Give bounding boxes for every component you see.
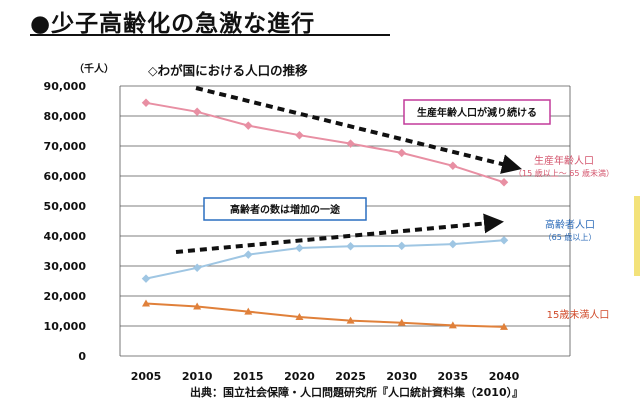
data-point	[244, 250, 253, 259]
data-point	[244, 307, 253, 315]
y-tick-label: 20,000	[44, 290, 87, 303]
series-label: 高齢者人口	[545, 218, 595, 231]
series-lines	[141, 98, 509, 330]
x-axis: 2005 2010 2015 2020 2025 2030 2035 2040	[131, 370, 520, 383]
callout-text: 生産年齢人口が減り続ける	[417, 106, 537, 119]
x-tick-label: 2020	[284, 370, 315, 383]
y-tick-label: 50,000	[44, 200, 87, 213]
series-label: 15歳未満人口	[547, 309, 610, 321]
trend-arrows	[175, 86, 522, 254]
series-line	[145, 302, 505, 328]
callout-box	[203, 197, 367, 221]
data-point	[500, 322, 508, 330]
data-point	[397, 148, 406, 158]
y-tick-label: 60,000	[44, 170, 87, 183]
data-point	[295, 313, 304, 320]
data-point	[397, 241, 406, 251]
data-point	[448, 239, 458, 249]
data-point	[397, 318, 406, 326]
y-tick-label: 70,000	[44, 140, 87, 153]
y-tick-label: 40,000	[44, 230, 87, 243]
source-note: 出典：国立社会保障・人口問題研究所『人口統計資料集（2010）』	[190, 385, 523, 399]
grid	[119, 85, 571, 357]
y-axis: 0 10,000 20,000 30,000 40,000 50,000 60,000 70,…	[44, 80, 87, 363]
x-tick-label: 2005	[131, 370, 162, 383]
y-tick-label: 30,000	[44, 260, 87, 273]
data-point	[346, 241, 355, 251]
data-point	[448, 161, 458, 171]
y-unit-label: （千人）	[74, 62, 114, 75]
callout-box	[403, 99, 551, 125]
x-tick-label: 2030	[386, 370, 417, 383]
data-point	[244, 121, 253, 130]
data-point	[192, 107, 202, 117]
x-tick-label: 2035	[438, 370, 469, 383]
series-line	[145, 239, 505, 280]
series-sublabel: （65 歳以上）	[544, 232, 597, 242]
side-accent-bar	[634, 196, 640, 276]
series-sublabel: （15 歳以上～ 65 歳未満）	[514, 168, 614, 178]
decline-trend-arrow	[195, 86, 522, 174]
data-point	[346, 316, 355, 324]
data-point	[499, 178, 509, 187]
chart-title: ◇わが国における人口の推移	[148, 63, 308, 78]
data-point	[295, 243, 304, 253]
x-tick-label: 2010	[182, 370, 213, 383]
data-point	[448, 321, 457, 329]
series-labels: 生産年齢人口（15 歳以上～ 65 歳未満） 高齢者人口（65 歳以上） 15歳未満…	[514, 154, 614, 321]
data-point	[141, 98, 151, 108]
data-point	[499, 235, 509, 245]
callout-text: 高齢者の数は増加の一途	[230, 203, 341, 216]
x-tick-label: 2040	[489, 370, 520, 383]
data-point	[192, 263, 202, 273]
y-tick-label: 90,000	[44, 80, 87, 93]
x-tick-label: 2025	[335, 370, 366, 383]
series-label: 生産年齢人口	[534, 154, 594, 167]
data-point	[346, 139, 355, 148]
y-tick-label: 10,000	[44, 320, 87, 333]
series-line	[145, 101, 505, 184]
y-tick-label: 80,000	[44, 110, 87, 123]
data-point	[193, 302, 202, 310]
increase-trend-arrow	[175, 213, 504, 254]
data-point	[142, 299, 150, 307]
x-tick-label: 2015	[233, 370, 264, 383]
data-point	[295, 130, 304, 140]
page-title: ●少子高齢化の急激な進行	[30, 11, 316, 37]
y-tick-label: 0	[78, 350, 86, 363]
title-underline	[30, 34, 390, 36]
data-point	[141, 274, 151, 283]
